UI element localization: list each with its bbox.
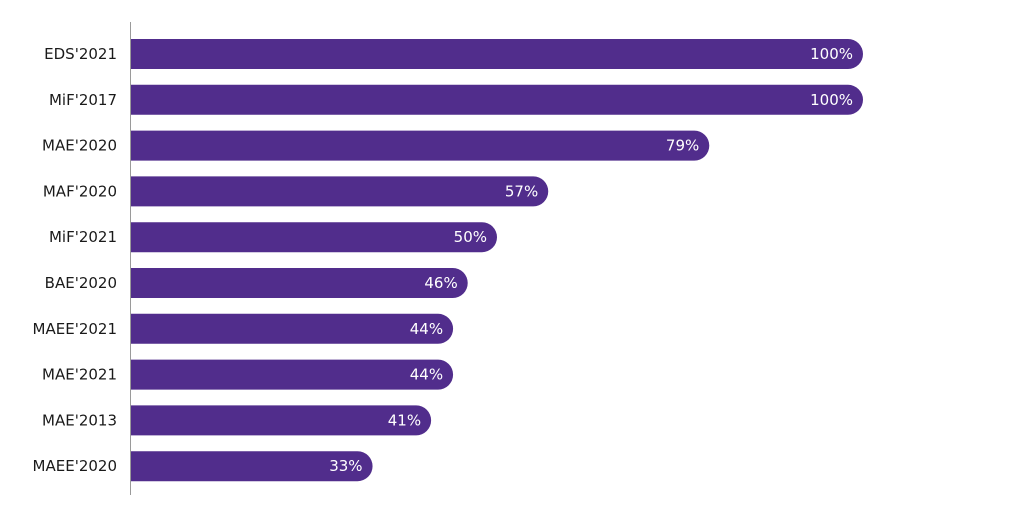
value-label-7: 44% bbox=[410, 366, 443, 384]
value-label-5: 46% bbox=[424, 274, 457, 292]
category-label-9: MAEE'2020 bbox=[33, 457, 117, 475]
bar-5 bbox=[131, 268, 468, 298]
category-labels-group: EDS'2021 MiF'2017 MAE'2020 MAF'2020 MiF'2021… bbox=[33, 45, 117, 475]
bar-8 bbox=[131, 405, 432, 436]
value-label-4: 50% bbox=[454, 228, 487, 246]
category-label-2: MAE'2020 bbox=[42, 137, 117, 155]
bar-3 bbox=[131, 176, 549, 207]
bar-2 bbox=[131, 130, 710, 161]
bar-1 bbox=[131, 84, 864, 115]
category-label-1: MiF'2017 bbox=[49, 91, 117, 109]
bar-9 bbox=[131, 451, 373, 482]
value-label-1: 100% bbox=[810, 91, 853, 109]
value-label-9: 33% bbox=[329, 457, 362, 475]
category-label-7: MAE'2021 bbox=[42, 366, 117, 384]
bar-6 bbox=[131, 313, 454, 344]
bars-group bbox=[131, 39, 864, 482]
category-label-0: EDS'2021 bbox=[44, 45, 117, 63]
bar-0 bbox=[131, 39, 863, 69]
value-label-8: 41% bbox=[388, 411, 421, 429]
value-labels-group: 100% 100% 79% 57% 50% 46% 44% 44% 41% 33% bbox=[329, 45, 853, 475]
category-label-8: MAE'2013 bbox=[42, 411, 117, 429]
value-label-3: 57% bbox=[505, 182, 538, 200]
value-label-2: 79% bbox=[666, 137, 699, 155]
bar-4 bbox=[131, 222, 498, 253]
category-label-3: MAF'2020 bbox=[43, 182, 117, 200]
value-label-0: 100% bbox=[810, 45, 853, 63]
category-label-4: MiF'2021 bbox=[49, 228, 117, 246]
category-label-5: BAE'2020 bbox=[45, 274, 117, 292]
category-label-6: MAEE'2021 bbox=[33, 320, 117, 338]
value-label-6: 44% bbox=[410, 320, 443, 338]
bar-7 bbox=[131, 359, 454, 390]
